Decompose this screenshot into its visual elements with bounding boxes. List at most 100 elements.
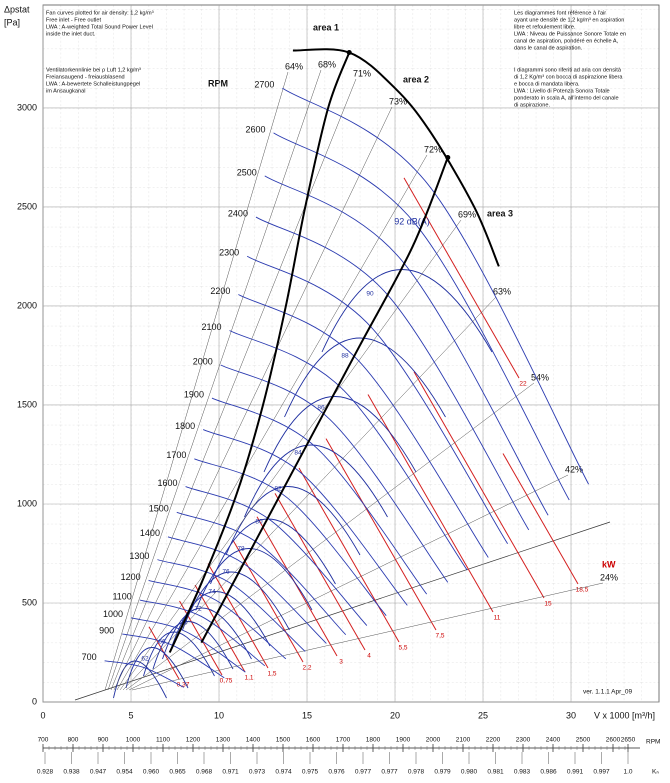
power-line [274, 493, 366, 651]
note-line: canal de aspiration, pondéré en échelle … [514, 38, 619, 44]
note-line: Ventilatorkennlinie bei ρ Luft 1,2 kg/m³ [46, 67, 141, 73]
kn-label: 0.968 [196, 769, 213, 776]
rpm-scale-label: 700 [38, 737, 49, 744]
sound-label: 80 [255, 519, 263, 526]
rpm-scale-label: 1800 [366, 737, 381, 744]
rpm-scale-label: 1400 [246, 737, 261, 744]
rpm-label: 2300 [219, 248, 239, 258]
sound-curve [244, 444, 388, 518]
kn-label: 0.928 [37, 769, 54, 776]
efficiency-label: 64% [285, 61, 303, 71]
note-line: ponderato in scala A, all'interno del ca… [514, 95, 619, 101]
note-line: dans le canal de aspiration. [514, 45, 583, 51]
kn-label: 0.980 [461, 769, 478, 776]
rpm-label: 1000 [103, 609, 123, 619]
efficiency-label: 69% [458, 209, 476, 219]
kn-label: 0.986 [540, 769, 557, 776]
rpm-scale-label: 2100 [456, 737, 471, 744]
rpm-label: 2000 [193, 356, 213, 366]
efficiency-curve [128, 474, 569, 691]
efficiency-label: 73% [389, 96, 407, 106]
note-line: Free inlet - Free outlet [46, 17, 101, 23]
efficiency-curve [107, 69, 322, 691]
sound-curve [182, 571, 290, 631]
power-line [256, 516, 338, 657]
rpm-scale-label: 1700 [336, 737, 351, 744]
sound-curve [162, 607, 252, 660]
fan-curve [157, 559, 306, 652]
sound-label: 72 [194, 606, 202, 613]
efficiency-label: 71% [353, 68, 371, 78]
fan-curve [282, 87, 589, 485]
sound-curve [113, 660, 167, 699]
fan-curve [185, 486, 368, 626]
rpm-scale-label: 2200 [486, 737, 501, 744]
efficiency-curve [104, 71, 289, 691]
sound-label: 90 [366, 291, 374, 298]
rpm-label: 1300 [129, 551, 149, 561]
fan-curve [238, 294, 489, 558]
y-tick-label: 2500 [17, 201, 37, 211]
power-line [502, 453, 579, 585]
efficiency-curve [122, 296, 497, 691]
fan-curve [122, 633, 225, 679]
note-line: LWA : A-bewertete Schalleistungpegel [46, 81, 140, 87]
sound-label: 88 [341, 353, 349, 360]
note-line: di 1,2 Kg/m³ con bocca di aspirazione li… [514, 74, 623, 80]
rpm-label: 2400 [228, 208, 248, 218]
fan-curve [104, 660, 184, 688]
sound-curve [284, 337, 446, 418]
kn-label: 0.983 [514, 769, 531, 776]
power-label: 4 [367, 653, 371, 660]
rpm-scale-label: 1300 [216, 737, 231, 744]
area-line [200, 157, 449, 644]
rpm-label: 1800 [175, 421, 195, 431]
efficiency-curve [110, 78, 357, 691]
power-label: 15 [544, 601, 552, 608]
y-tick-label: 500 [22, 597, 37, 607]
fan-curve [229, 330, 468, 571]
kn-label: 0.978 [408, 769, 425, 776]
sound-curve [263, 396, 417, 473]
power-title: kW [602, 559, 616, 569]
fan-curve [148, 579, 287, 660]
rpm-label: 1400 [140, 528, 160, 538]
efficiency-curve [119, 219, 462, 691]
y-tick-label: 3000 [17, 102, 37, 112]
note-line: Freiansaugend - freiausblasend [46, 74, 125, 80]
x-tick-label: 5 [128, 710, 133, 720]
rpm-label: 1600 [158, 478, 178, 488]
power-label: 18,5 [576, 587, 589, 594]
kn-label: 0.974 [275, 769, 292, 776]
efficiency-curve [125, 382, 535, 691]
rpm-scale-label: 1000 [126, 737, 141, 744]
rpm-label: 1700 [166, 450, 186, 460]
rpm-scale-label: 1200 [186, 737, 201, 744]
rpm-scale-label: 2650 [621, 737, 636, 744]
fan-curve [176, 511, 347, 635]
area-line [168, 52, 351, 653]
rpm-scale-label: 2500 [576, 737, 591, 744]
power-label: 11 [494, 615, 501, 622]
note-line: Fan curves plotted for air density: 1,2 … [46, 10, 154, 16]
kn-label: 0.973 [249, 769, 266, 776]
x-tick-label: 20 [390, 710, 400, 720]
efficiency-curve [131, 582, 604, 691]
power-label: 7,5 [435, 633, 444, 640]
sound-label: 74 [208, 589, 216, 596]
area-line [292, 48, 500, 267]
version: ver. 1.1.1 Apr_09 [583, 689, 633, 696]
rpm-scale-label: 2300 [516, 737, 531, 744]
fan-curve [130, 617, 246, 673]
sound-label: 76 [222, 569, 230, 576]
kn-label: 0.965 [169, 769, 186, 776]
power-line [207, 563, 269, 669]
y-axis-unit: [Pa] [4, 17, 20, 27]
x-tick-label: 30 [566, 710, 576, 720]
kn-label: 0.976 [328, 769, 345, 776]
rpm-scale-label: 1900 [396, 737, 411, 744]
efficiency-label: 24% [600, 572, 618, 582]
kn-label: 0.979 [434, 769, 451, 776]
